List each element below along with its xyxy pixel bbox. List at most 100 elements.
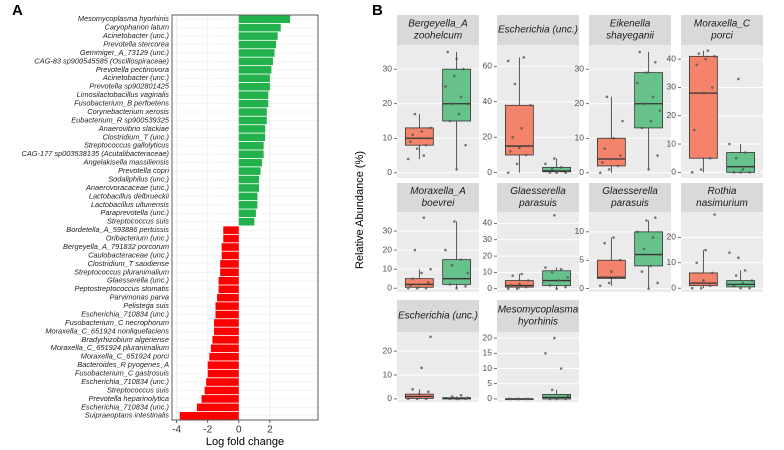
y-tick-label: 0 bbox=[671, 282, 676, 292]
data-point bbox=[649, 119, 653, 123]
data-point bbox=[422, 216, 426, 220]
data-point bbox=[654, 216, 657, 219]
box bbox=[404, 127, 434, 146]
data-point bbox=[636, 230, 639, 234]
y-tick-label: 10 bbox=[483, 363, 493, 373]
data-point bbox=[453, 74, 456, 78]
data-point bbox=[640, 126, 644, 130]
bar bbox=[238, 23, 281, 32]
data-point bbox=[645, 71, 648, 74]
data-point bbox=[555, 397, 558, 401]
bar bbox=[213, 319, 239, 327]
y-tick-label: Prevotella pectinovora bbox=[96, 65, 169, 74]
data-point bbox=[457, 397, 461, 401]
data-point bbox=[550, 388, 554, 392]
bar bbox=[207, 361, 239, 369]
y-tick-label: Caulobacteraceae (unc.) bbox=[88, 250, 169, 259]
bar bbox=[210, 344, 239, 353]
data-point bbox=[415, 286, 419, 290]
strip bbox=[497, 300, 579, 332]
y-tick-label: Lactobacillus ultunensis bbox=[91, 200, 169, 209]
y-tick-label: Bradyrhizobium algeriense bbox=[81, 335, 169, 344]
data-point bbox=[515, 397, 519, 401]
strip-title: Mesomycoplasma bbox=[498, 305, 579, 316]
data-point bbox=[553, 157, 556, 160]
bar bbox=[238, 49, 275, 57]
strip-title: shayeganii bbox=[606, 31, 655, 42]
data-point bbox=[750, 165, 754, 168]
strip-title: porci bbox=[710, 31, 733, 42]
data-point bbox=[455, 57, 458, 61]
y-tick-label: 10 bbox=[575, 226, 585, 236]
box bbox=[634, 72, 664, 129]
data-point bbox=[527, 144, 530, 148]
data-point bbox=[450, 395, 454, 398]
bar bbox=[238, 141, 264, 150]
data-point bbox=[603, 147, 606, 150]
data-point bbox=[704, 248, 707, 252]
data-point bbox=[511, 274, 514, 277]
bar bbox=[238, 175, 259, 184]
data-point bbox=[418, 136, 421, 140]
strip-title: zoohelcum bbox=[413, 31, 462, 42]
data-point bbox=[603, 241, 606, 245]
x-tick-label: -4 bbox=[172, 425, 181, 436]
bar bbox=[238, 116, 267, 125]
y-tick-label: 20 bbox=[667, 110, 677, 120]
bar bbox=[179, 411, 239, 420]
y-tick-label: Peptostreptococcus stomatis bbox=[75, 284, 170, 293]
data-point bbox=[411, 388, 414, 391]
data-point bbox=[524, 153, 528, 157]
data-point bbox=[459, 394, 463, 397]
data-point bbox=[647, 287, 650, 290]
data-point bbox=[406, 157, 410, 161]
y-tick-label: 5 bbox=[487, 378, 492, 388]
data-point bbox=[415, 397, 419, 401]
data-point bbox=[518, 397, 521, 401]
data-point bbox=[564, 285, 567, 289]
y-tick-label: 40 bbox=[483, 96, 493, 106]
data-point bbox=[506, 287, 510, 291]
data-point bbox=[424, 286, 428, 290]
strip-title: Moraxella_C bbox=[694, 19, 751, 30]
data-point bbox=[621, 119, 624, 123]
data-point bbox=[748, 286, 751, 290]
bar bbox=[238, 184, 259, 192]
data-point bbox=[459, 258, 463, 261]
data-point bbox=[566, 276, 570, 279]
box bbox=[442, 259, 472, 285]
bar bbox=[220, 268, 239, 277]
plot-border bbox=[171, 14, 319, 421]
data-point bbox=[732, 171, 736, 174]
data-point bbox=[506, 59, 510, 63]
data-point bbox=[564, 397, 567, 401]
y-tick-label: CAG-177 sp003538135 (Acutalibacteraceae) bbox=[22, 149, 170, 158]
y-tick-label: 10 bbox=[667, 138, 677, 148]
y-tick-label: Lactobacillus delbrueckii bbox=[89, 191, 169, 200]
data-point bbox=[601, 161, 604, 164]
y-tick-label: 20 bbox=[483, 332, 493, 342]
data-point bbox=[711, 86, 714, 89]
data-point bbox=[448, 283, 452, 286]
data-point bbox=[693, 281, 696, 285]
data-point bbox=[448, 119, 452, 123]
data-point bbox=[413, 112, 417, 116]
plot-area bbox=[497, 332, 579, 402]
data-point bbox=[453, 220, 456, 223]
data-point bbox=[550, 167, 554, 171]
strip-title: hyorhinis bbox=[518, 317, 558, 328]
data-point bbox=[415, 147, 419, 150]
y-tick-label: Moraxella_C_651924 nonliquefaciens bbox=[45, 326, 169, 335]
data-point bbox=[509, 284, 512, 287]
data-point bbox=[636, 81, 639, 85]
data-point bbox=[455, 397, 458, 401]
strip bbox=[497, 183, 579, 212]
data-point bbox=[409, 395, 412, 398]
data-point bbox=[619, 258, 622, 262]
data-point bbox=[420, 271, 423, 275]
strip bbox=[497, 15, 579, 45]
data-point bbox=[518, 146, 521, 150]
y-tick-label: Escherichia_710834 (unc.) bbox=[81, 402, 169, 411]
bar bbox=[238, 125, 266, 133]
x-tick-label: -2 bbox=[203, 425, 212, 436]
